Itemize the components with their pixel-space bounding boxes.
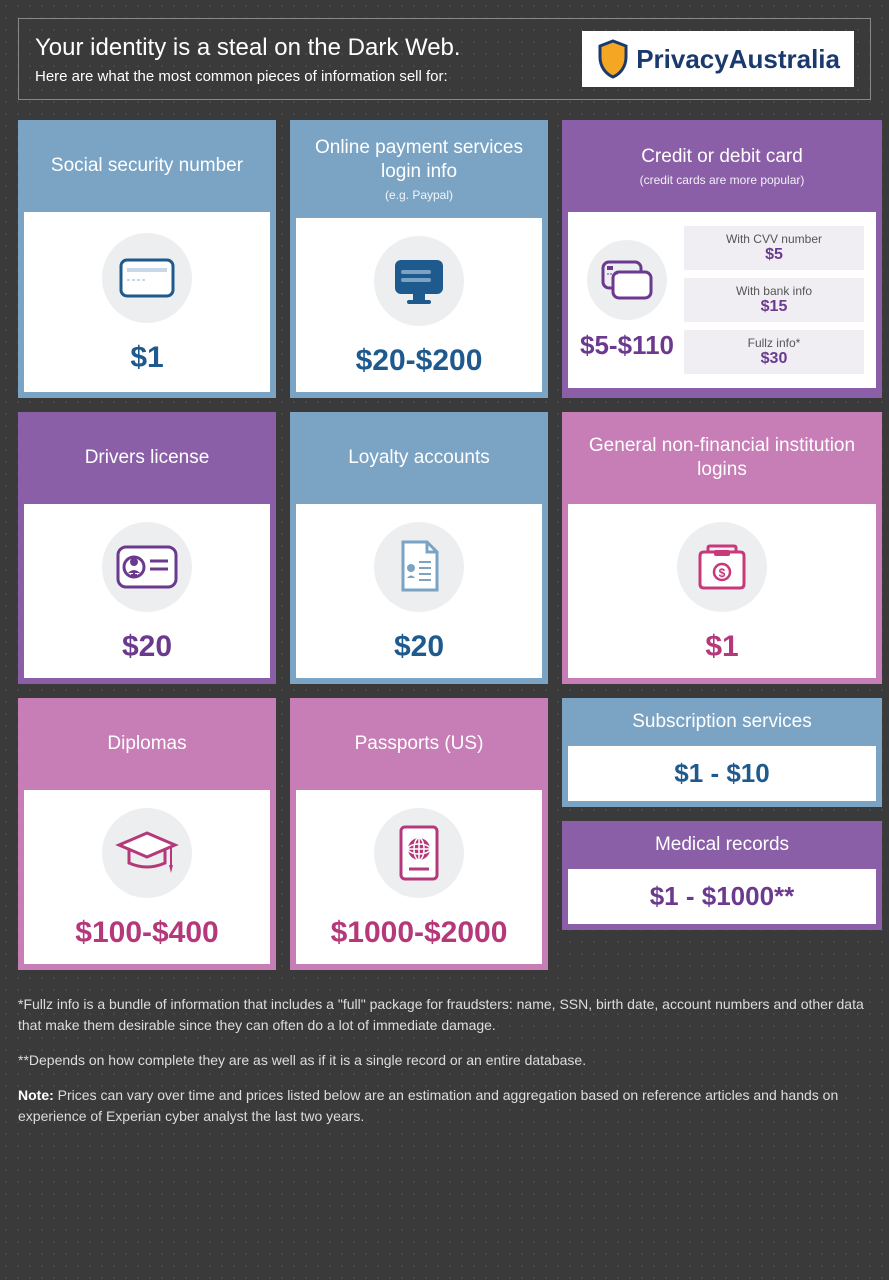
- price: $20: [394, 630, 444, 664]
- header-text: Your identity is a steal on the Dark Web…: [35, 34, 461, 85]
- card-icon: [102, 233, 192, 323]
- wallet-icon: $: [677, 522, 767, 612]
- page-title: Your identity is a steal on the Dark Web…: [35, 34, 461, 62]
- card-title: Medical records: [572, 833, 872, 857]
- sub-bank: With bank info $15: [684, 278, 864, 322]
- price: $5-$110: [580, 330, 674, 361]
- card-loyalty: Loyalty accounts $20: [290, 412, 548, 684]
- price: $1: [130, 341, 163, 375]
- card-title: Online payment services login info: [302, 136, 536, 184]
- card-credit: Credit or debit card (credit cards are m…: [562, 120, 882, 398]
- grad-icon: [102, 808, 192, 898]
- footnote-note: Note: Prices can vary over time and pric…: [18, 1085, 871, 1127]
- card-title: General non-financial institution logins: [574, 434, 870, 482]
- footnote-fullz: *Fullz info is a bundle of information t…: [18, 994, 871, 1036]
- page-subtitle: Here are what the most common pieces of …: [35, 68, 461, 85]
- card-medical: Medical records $1 - $1000**: [562, 821, 882, 930]
- document-icon: [374, 522, 464, 612]
- svg-text:$: $: [719, 566, 726, 580]
- price: $1 - $10: [674, 758, 769, 789]
- logo: PrivacyAustralia: [582, 31, 854, 87]
- price: $1: [705, 630, 738, 664]
- footnote-medical: **Depends on how complete they are as we…: [18, 1050, 871, 1071]
- monitor-icon: [374, 236, 464, 326]
- card-title: Subscription services: [572, 710, 872, 734]
- footnotes: *Fullz info is a bundle of information t…: [18, 994, 871, 1127]
- cards-grid: Social security number $1 Online payment…: [18, 120, 871, 970]
- card-subscription: Subscription services $1 - $10: [562, 698, 882, 807]
- cards-icon: [587, 240, 667, 320]
- price: $1 - $1000**: [650, 881, 795, 912]
- sub-fullz: Fullz info* $30: [684, 330, 864, 374]
- card-title: Loyalty accounts: [302, 446, 536, 470]
- card-title: Passports (US): [302, 732, 536, 756]
- price: $100-$400: [75, 916, 218, 950]
- shield-icon: [596, 39, 630, 79]
- card-drivers: Drivers license $20: [18, 412, 276, 684]
- card-title: Credit or debit card: [574, 145, 870, 169]
- card-diplomas: Diplomas $100-$400: [18, 698, 276, 970]
- card-subtitle: (credit cards are more popular): [574, 173, 870, 187]
- card-ssn: Social security number $1: [18, 120, 276, 398]
- right-stack: Subscription services $1 - $10 Medical r…: [562, 698, 882, 970]
- header-box: Your identity is a steal on the Dark Web…: [18, 18, 871, 100]
- card-payment: Online payment services login info (e.g.…: [290, 120, 548, 398]
- card-title: Drivers license: [30, 446, 264, 470]
- price: $20-$200: [356, 344, 483, 378]
- price: $20: [122, 630, 172, 664]
- price: $1000-$2000: [331, 916, 508, 950]
- logo-text: PrivacyAustralia: [636, 44, 840, 75]
- sub-cvv: With CVV number $5: [684, 226, 864, 270]
- card-passports: Passports (US) $1000-$2000: [290, 698, 548, 970]
- license-icon: [102, 522, 192, 612]
- card-title: Social security number: [30, 154, 264, 178]
- passport-icon: [374, 808, 464, 898]
- card-logins: General non-financial institution logins…: [562, 412, 882, 684]
- card-title: Diplomas: [30, 732, 264, 756]
- card-subtitle: (e.g. Paypal): [302, 188, 536, 202]
